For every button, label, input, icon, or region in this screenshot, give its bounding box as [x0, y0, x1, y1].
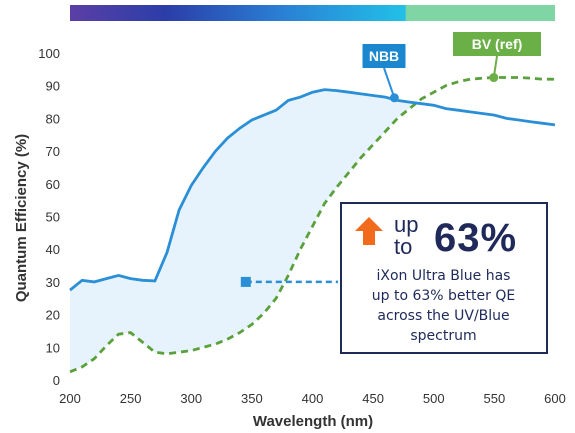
- x-tick-label: 550: [484, 391, 506, 406]
- x-axis: 200 250 300 350 400 450 500 550 600: [59, 391, 566, 406]
- x-axis-label: Wavelength (nm): [253, 413, 373, 430]
- spectrum-bar-left: [70, 5, 410, 21]
- nbb-marker: [389, 93, 399, 103]
- bv-ref-series-line: [69, 76, 555, 374]
- nbb-badge: [362, 44, 406, 68]
- bv-ref-badge: [453, 32, 541, 56]
- callout-pointer-marker: [240, 276, 251, 287]
- bv-ref-marker: [489, 73, 499, 83]
- x-tick-label: 400: [302, 391, 324, 406]
- improvement-callout: up to 63% iXon Ultra Blue has up to 63% …: [340, 202, 548, 354]
- y-tick-label: 60: [46, 177, 60, 192]
- y-tick-label: 100: [38, 46, 60, 61]
- callout-percent: 63%: [434, 216, 518, 260]
- spectrum-bar-right: [410, 5, 555, 21]
- callout-to: to: [394, 234, 413, 259]
- y-tick-label: 10: [46, 340, 60, 355]
- y-tick-label: 0: [53, 373, 60, 388]
- qe-gain-fill: [70, 89, 417, 372]
- bv-ref-label: BV (ref): [472, 36, 523, 52]
- nbb-leader: [383, 67, 396, 99]
- y-tick-label: 40: [46, 242, 60, 257]
- callout-line-2: up to 63% better QE: [371, 288, 516, 304]
- callout-line-1: iXon Ultra Blue has: [376, 268, 511, 284]
- x-tick-label: 200: [59, 391, 81, 406]
- x-tick-label: 350: [241, 391, 263, 406]
- y-tick-label: 20: [46, 308, 60, 323]
- nbb-series-line: [69, 88, 556, 292]
- x-tick-label: 250: [120, 391, 142, 406]
- nbb-label: NBB: [369, 48, 399, 64]
- y-axis: 0 10 20 30 40 50 60 70 80 90 100: [38, 46, 60, 388]
- callout-up: up: [394, 212, 419, 237]
- callout-line-4: spectrum: [410, 328, 477, 344]
- x-tick-label: 450: [362, 391, 384, 406]
- y-axis-label: Quantum Efficiency (%): [13, 134, 30, 302]
- y-tick-label: 80: [46, 111, 60, 126]
- x-tick-label: 300: [180, 391, 202, 406]
- x-tick-label: 500: [423, 391, 445, 406]
- arrow-up-icon: [355, 217, 383, 245]
- callout-line-3: across the UV/Blue: [377, 308, 510, 324]
- x-tick-label: 600: [544, 391, 566, 406]
- y-tick-label: 90: [46, 79, 60, 94]
- y-tick-label: 30: [46, 275, 60, 290]
- y-tick-label: 50: [46, 210, 60, 225]
- callout-description: iXon Ultra Blue has up to 63% better QE …: [342, 266, 545, 346]
- y-tick-label: 70: [46, 144, 60, 159]
